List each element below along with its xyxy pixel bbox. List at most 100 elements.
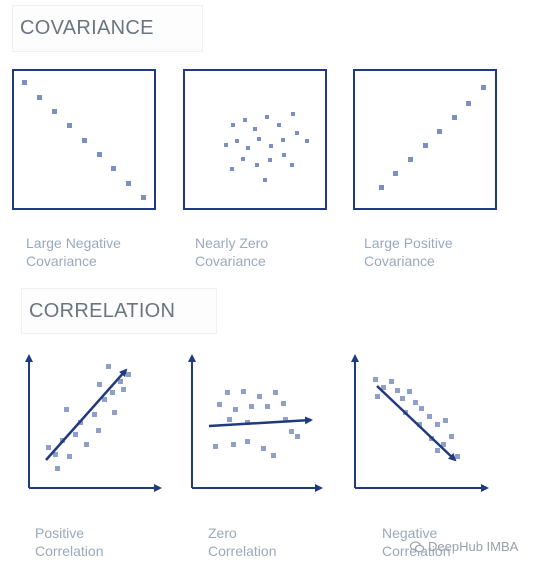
scatter-point: [437, 129, 442, 134]
scatter-point: [111, 166, 116, 171]
scatter-point: [253, 127, 257, 131]
watermark: DeepHub IMBA: [410, 539, 518, 554]
scatter-point: [271, 453, 276, 458]
scatter-point: [417, 422, 422, 427]
scatter-point: [243, 118, 247, 122]
correlation-heading: CORRELATION: [21, 288, 217, 334]
scatter-point: [273, 390, 278, 395]
scatter-point: [443, 418, 448, 423]
scatter-point: [281, 138, 285, 142]
label-line-1: Large Positive: [364, 235, 453, 251]
scatter-point: [97, 152, 102, 157]
scatter-point: [245, 439, 250, 444]
label-line-1: Large Negative: [26, 235, 121, 251]
scatter-point: [230, 167, 234, 171]
scatter-point: [55, 466, 60, 471]
scatter-point: [255, 163, 259, 167]
chat-bubble-icon: [410, 540, 424, 552]
scatter-point: [375, 394, 380, 399]
zero-correlation-label: Zero Correlation: [208, 524, 276, 560]
scatter-point: [261, 446, 266, 451]
scatter-point: [22, 80, 27, 85]
scatter-point: [295, 434, 300, 439]
scatter-plot: [224, 112, 309, 182]
scatter-point: [395, 388, 400, 393]
scatter-point: [257, 394, 262, 399]
scatter-point: [249, 404, 254, 409]
scatter-point: [67, 454, 72, 459]
scatter-point: [121, 387, 126, 392]
nearly-zero-covariance-panel: [183, 69, 327, 210]
scatter-plot: [188, 354, 323, 492]
scatter-point: [110, 390, 115, 395]
scatter-point: [106, 364, 111, 369]
scatter-point: [53, 452, 58, 457]
scatter-plot: [379, 85, 486, 190]
scatter-point: [265, 115, 269, 119]
scatter-point: [427, 414, 432, 419]
scatter-point: [441, 442, 446, 447]
scatter-point: [408, 157, 413, 162]
scatter-point: [281, 401, 286, 406]
scatter-point: [291, 112, 295, 116]
scatter-point: [373, 377, 378, 382]
scatter-point: [64, 407, 69, 412]
scatter-plot: [351, 354, 489, 492]
scatter-point: [277, 123, 281, 127]
scatter-point: [407, 389, 412, 394]
scatter-point: [67, 123, 72, 128]
scatter-point: [231, 123, 235, 127]
scatter-point: [381, 385, 386, 390]
label-line-2: Covariance: [195, 253, 266, 269]
label-line-2: Correlation: [382, 543, 451, 559]
scatter-point: [225, 390, 230, 395]
positive-correlation-plot: [20, 342, 180, 497]
label-line-1: Nearly Zero: [195, 235, 269, 251]
negative-correlation-label: Negative Correlation: [382, 524, 450, 560]
scatter-point: [112, 410, 117, 415]
scatter-point: [389, 379, 394, 384]
scatter-point: [295, 131, 299, 135]
label-line-2: Correlation: [208, 543, 277, 559]
watermark-text: DeepHub IMBA: [428, 539, 519, 554]
scatter-point: [290, 163, 294, 167]
scatter-point: [52, 109, 57, 114]
scatter-point: [213, 444, 218, 449]
scatter-point: [224, 143, 228, 147]
scatter-point: [393, 171, 398, 176]
label-line-2: Covariance: [26, 253, 97, 269]
covariance-heading: COVARIANCE: [12, 5, 203, 52]
large-negative-covariance-panel: [12, 69, 156, 210]
scatter-point: [282, 153, 286, 157]
scatter-point: [268, 158, 272, 162]
scatter-point: [92, 412, 97, 417]
nearly-zero-covariance-label: Nearly Zero Covariance: [195, 234, 268, 270]
scatter-point: [257, 137, 261, 141]
scatter-point: [235, 139, 239, 143]
scatter-point: [269, 144, 273, 148]
scatter-point: [452, 115, 457, 120]
label-line-1: Positive: [35, 525, 85, 541]
scatter-point: [118, 379, 123, 384]
scatter-point: [435, 448, 440, 453]
large-positive-covariance-label: Large Positive Covariance: [364, 234, 453, 270]
scatter-point: [265, 404, 270, 409]
scatter-point: [126, 372, 131, 377]
scatter-point: [305, 139, 309, 143]
scatter-point: [241, 157, 245, 161]
scatter-point: [227, 417, 232, 422]
trend-arrow: [376, 385, 457, 462]
label-line-1: Negative: [382, 525, 438, 541]
scatter-point: [246, 146, 250, 150]
scatter-point: [73, 432, 78, 437]
scatter-point: [481, 85, 486, 90]
scatter-point: [84, 442, 89, 447]
scatter-point: [455, 454, 460, 459]
scatter-point: [263, 178, 267, 182]
scatter-point: [423, 143, 428, 148]
label-line-1: Zero: [208, 525, 237, 541]
scatter-point: [466, 101, 471, 106]
scatter-point: [141, 195, 146, 200]
positive-correlation-label: Positive Correlation: [35, 524, 103, 560]
scatter-point: [400, 396, 405, 401]
